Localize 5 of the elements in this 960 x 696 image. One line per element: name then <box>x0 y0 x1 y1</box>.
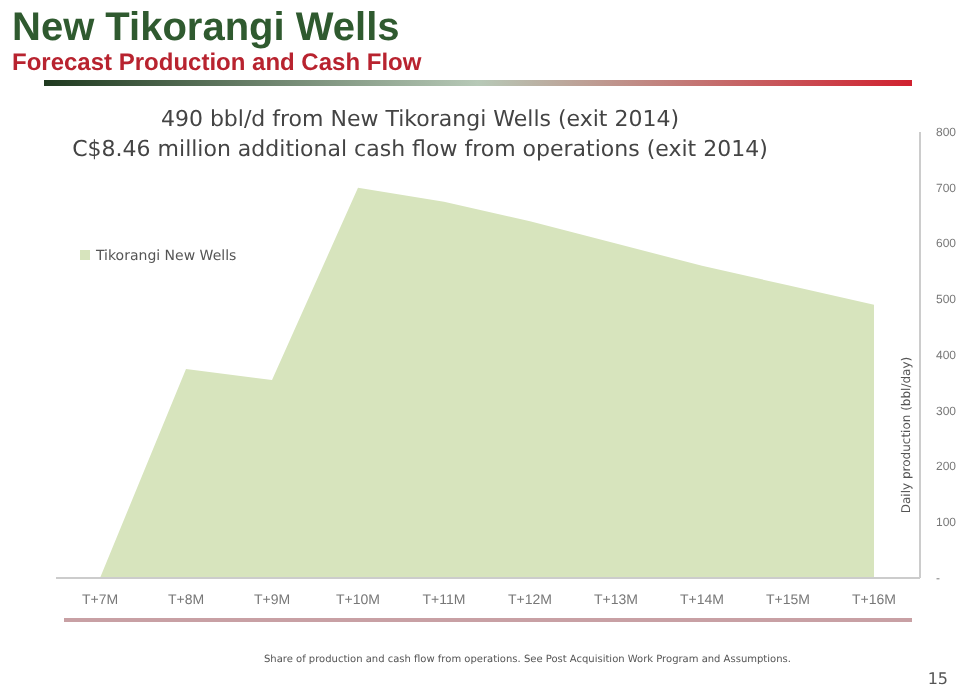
annotation: 490 bbl/d from New Tikorangi Wells (exit 2014) <box>160 106 680 132</box>
chart-subtitle: Forecast Production and Cash Flow <box>12 48 423 76</box>
text: 15 <box>927 670 948 688</box>
chart-title: New Tikorangi Wells <box>12 6 400 50</box>
annotation: C$8.46 million additional cash flow from operations (exit 2014) <box>72 136 768 162</box>
